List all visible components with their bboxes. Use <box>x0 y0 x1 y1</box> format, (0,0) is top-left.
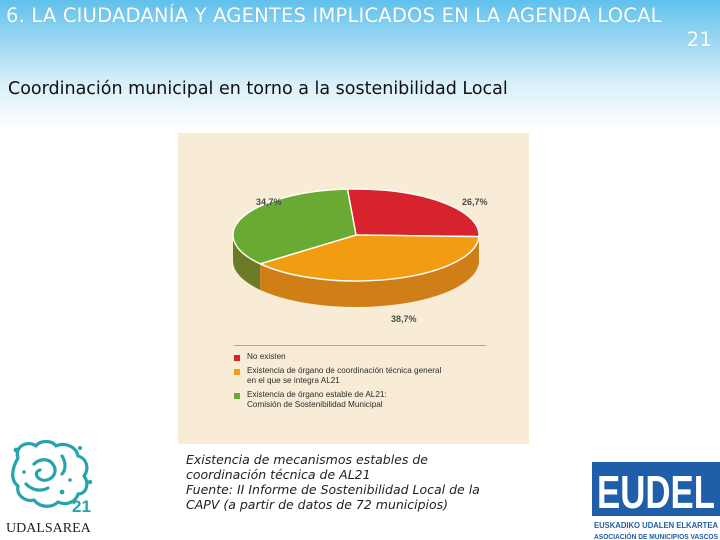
eudel-wordmark: EUDEL <box>597 466 715 518</box>
legend-label: No existen <box>247 352 286 361</box>
caption-line: coordinación técnica de AL21 <box>186 467 371 482</box>
pie-slice <box>259 234 480 282</box>
logo-21-text: 21 <box>72 497 91 516</box>
pie-slice-side <box>233 235 261 290</box>
legend-swatch <box>234 393 240 399</box>
pie-value-label: 38,7% <box>391 314 417 324</box>
legend-label: Existencia de órgano de coordinación téc… <box>247 366 442 385</box>
slide-subtitle: Coordinación municipal en torno a la sos… <box>8 79 508 99</box>
udalsarea-logo: 21 UDALSAREA <box>6 439 93 536</box>
logo-udalsarea-text: UDALSAREA <box>6 521 92 536</box>
chart-caption: Existencia de mecanismos estables de coor… <box>186 452 526 512</box>
eudel-logo: EUDEL EUSKADIKO UDALEN ELKARTEA ASOCIACI… <box>592 462 720 540</box>
legend-item: Existencia de órgano estable de AL21: Co… <box>234 390 486 410</box>
pie-slice <box>346 188 480 238</box>
caption-line: Existencia de mecanismos estables de <box>186 452 428 467</box>
legend-label: Existencia de órgano estable de AL21: Co… <box>247 390 387 409</box>
legend-item: Existencia de órgano de coordinación téc… <box>234 366 486 386</box>
eudel-line1: EUSKADIKO UDALEN ELKARTEA <box>594 521 718 530</box>
slide-title: 6. LA CIUDADANÍA Y AGENTES IMPLICADOS EN… <box>6 4 712 52</box>
pie-slice-side <box>260 236 479 307</box>
legend-item: No existen <box>234 352 486 362</box>
header-band <box>0 0 720 130</box>
legend-swatch <box>234 355 240 361</box>
pie-value-label: 26,7% <box>462 197 488 207</box>
slide-title-line2: 21 <box>686 28 712 51</box>
pie-chart: 26,7% 38,7% 34,7% <box>232 188 488 324</box>
pie-value-label: 34,7% <box>256 197 282 207</box>
pie-slice <box>232 188 357 265</box>
chart-panel: 26,7% 38,7% 34,7% No existen Existencia de … <box>178 133 529 444</box>
caption-line: CAPV (a partir de datos de 72 municipios… <box>186 497 449 512</box>
slide-title-line1: 6. LA CIUDADANÍA Y AGENTES IMPLICADOS EN… <box>6 4 662 27</box>
eudel-line2: ASOCIACIÓN DE MUNICIPIOS VASCOS <box>594 532 718 540</box>
caption-line: Fuente: II Informe de Sostenibilidad Loc… <box>186 482 480 497</box>
chart-legend: No existen Existencia de órgano de coordi… <box>234 345 486 414</box>
legend-swatch <box>234 369 240 375</box>
